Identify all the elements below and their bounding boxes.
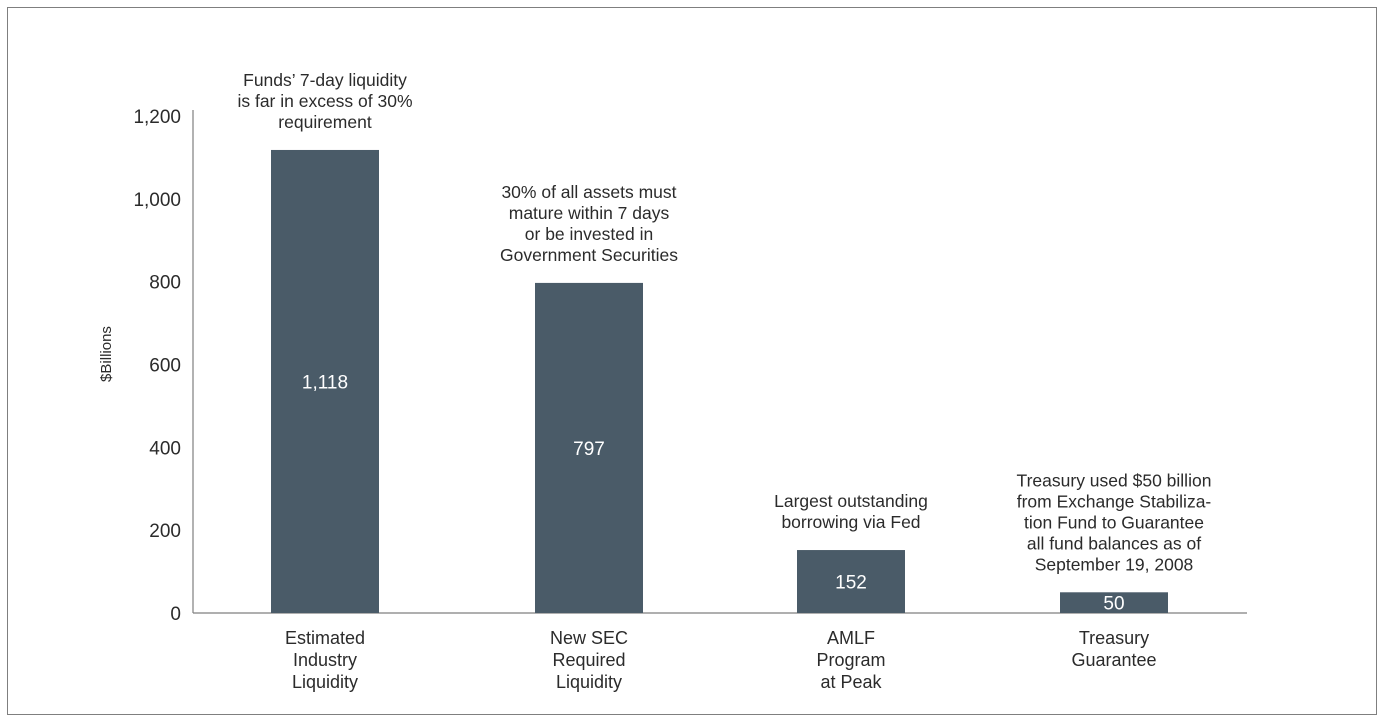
y-tick-label: 800 bbox=[149, 273, 181, 294]
bar-value-label: 50 bbox=[1103, 594, 1124, 615]
bar-annotation: 30% of all assets must mature within 7 da… bbox=[500, 182, 678, 265]
chart-frame bbox=[7, 7, 1377, 715]
y-axis-title: $Billions bbox=[98, 326, 115, 382]
bar-annotation-line: borrowing via Fed bbox=[781, 512, 920, 532]
bar-annotation-line: mature within 7 days bbox=[509, 203, 670, 223]
bar-value-label: 152 bbox=[835, 573, 867, 594]
bar-annotation-line: 30% of all assets must bbox=[501, 182, 676, 202]
x-category-label-line: AMLF bbox=[827, 628, 875, 648]
x-category-label-line: Program bbox=[816, 650, 885, 670]
y-tick-label: 0 bbox=[170, 604, 181, 625]
bar-annotation-line: Funds’ 7-day liquidity bbox=[243, 70, 407, 90]
y-tick-label: 400 bbox=[149, 438, 181, 459]
bar-annotation: Largest outstanding borrowing via Fed bbox=[774, 491, 928, 532]
x-category-label-line: New SEC bbox=[550, 628, 628, 648]
y-tick-label: 200 bbox=[149, 521, 181, 542]
bar-annotation-line: all fund balances as of bbox=[1027, 533, 1201, 553]
bar-annotation-line: September 19, 2008 bbox=[1035, 554, 1194, 574]
bar-annotation-line: tion Fund to Guarantee bbox=[1024, 512, 1204, 532]
bar-annotation-line: requirement bbox=[278, 112, 372, 132]
x-category-label-line: Industry bbox=[293, 650, 357, 670]
bar-value-label: 797 bbox=[573, 439, 605, 460]
bar-annotation-line: is far in excess of 30% bbox=[237, 91, 412, 111]
y-tick-label: 1,200 bbox=[133, 107, 181, 128]
x-category-label: Estimated Industry Liquidity bbox=[285, 628, 365, 692]
bar-annotation-line: Treasury used $50 billion bbox=[1017, 470, 1212, 490]
bar bbox=[271, 149, 379, 613]
bar-annotation-line: or be invested in bbox=[525, 224, 653, 244]
x-category-label-line: Treasury bbox=[1079, 628, 1149, 648]
x-category-label-line: Estimated bbox=[285, 628, 365, 648]
bar bbox=[535, 282, 643, 613]
bar bbox=[797, 550, 905, 613]
x-category-label: New SEC Required Liquidity bbox=[550, 628, 628, 692]
bar-annotation: Treasury used $50 billion from Exchange S… bbox=[1017, 470, 1212, 574]
x-category-label-line: Liquidity bbox=[292, 672, 358, 692]
y-tick-label: 600 bbox=[149, 356, 181, 377]
x-category-label: Treasury Guarantee bbox=[1071, 628, 1156, 670]
x-category-label: AMLF Program at Peak bbox=[816, 628, 885, 692]
x-category-label-line: Required bbox=[552, 650, 625, 670]
x-category-label-line: at Peak bbox=[820, 672, 882, 692]
y-tick-label: 1,000 bbox=[133, 190, 181, 211]
x-category-label-line: Guarantee bbox=[1071, 650, 1156, 670]
bar-annotation-line: Government Securities bbox=[500, 245, 678, 265]
bar-value-label: 1,118 bbox=[302, 372, 348, 393]
bar-annotation-line: from Exchange Stabiliza- bbox=[1017, 491, 1212, 511]
bar bbox=[1060, 592, 1168, 613]
bar-annotation: Funds’ 7-day liquidity is far in excess o… bbox=[237, 70, 412, 132]
bar-annotation-line: Largest outstanding bbox=[774, 491, 928, 511]
x-category-label-line: Liquidity bbox=[556, 672, 622, 692]
